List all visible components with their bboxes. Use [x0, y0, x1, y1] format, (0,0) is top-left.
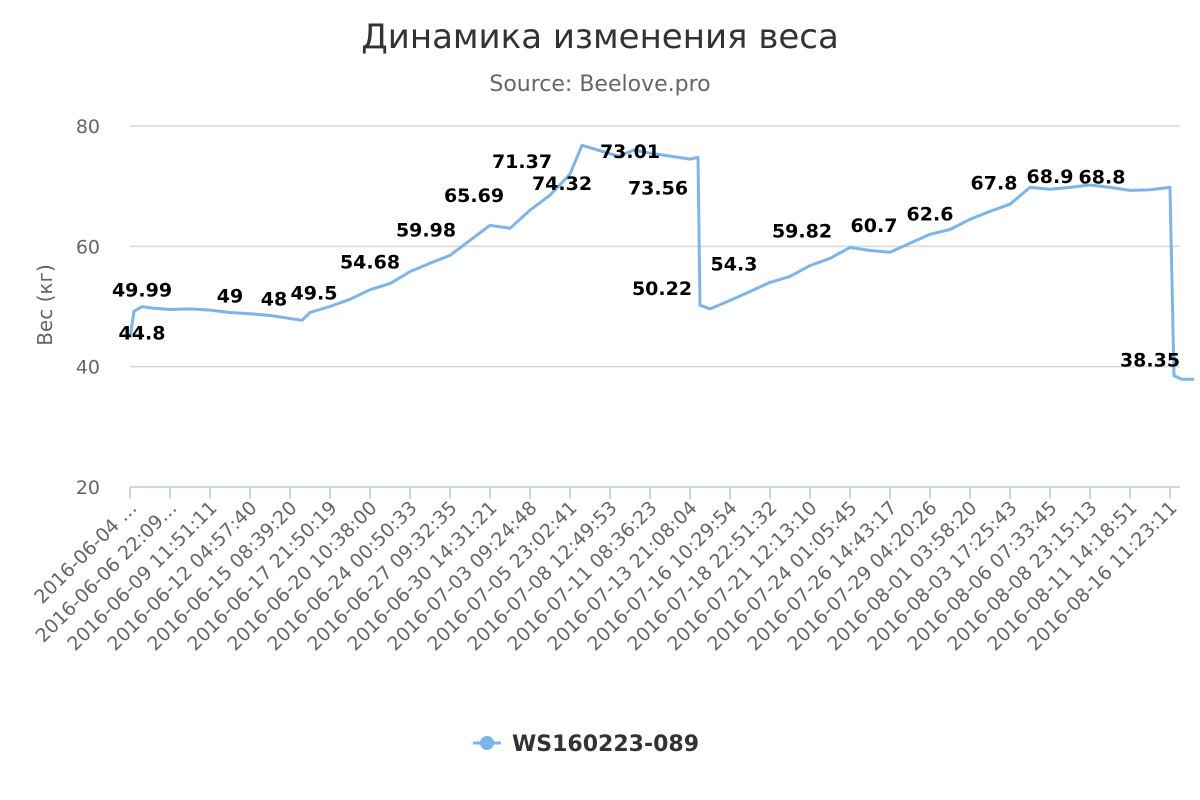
data-label: 50.22 — [632, 278, 692, 300]
data-label: 60.7 — [851, 215, 898, 237]
y-tick-label: 80 — [76, 116, 100, 138]
data-label: 73.01 — [600, 141, 660, 163]
data-label: 74.32 — [532, 173, 592, 195]
y-tick-label: 20 — [76, 477, 100, 499]
data-label: 65.69 — [444, 185, 504, 207]
y-axis-label: Вес (кг) — [33, 264, 57, 346]
data-label: 54.3 — [711, 254, 758, 276]
chart-title: Динамика изменения веса — [361, 17, 839, 57]
data-label: 48 — [261, 289, 287, 311]
data-label: 73.56 — [628, 178, 688, 200]
legend-series-label[interactable]: WS160223-089 — [512, 732, 699, 757]
data-label: 59.82 — [772, 220, 832, 242]
x-axis — [129, 486, 1180, 499]
y-axis-ticks: 20 40 60 80 — [76, 116, 100, 499]
series-line[interactable] — [128, 143, 1194, 381]
y-tick-label: 60 — [76, 236, 100, 258]
data-label: 71.37 — [492, 151, 552, 173]
data-labels: 49.99 44.8 49 48 49.554.68 59.98 65.69 71.3774.… — [112, 141, 1180, 372]
data-label: 44.8 — [119, 323, 166, 345]
data-label: 49 — [217, 286, 243, 308]
data-label: 49.99 — [112, 280, 172, 302]
data-label: 62.6 — [907, 204, 954, 226]
chart-subtitle: Source: Beelove.pro — [489, 72, 710, 97]
y-tick-label: 40 — [76, 357, 100, 379]
data-label: 68.8 — [1079, 166, 1126, 188]
legend-series-marker — [480, 736, 494, 750]
legend[interactable]: WS160223-089 — [473, 732, 699, 757]
data-label: 49.5 — [291, 283, 338, 305]
data-label: 54.68 — [340, 251, 400, 273]
data-label: 67.8 — [971, 172, 1018, 194]
data-label: 38.35 — [1120, 350, 1180, 372]
x-axis-tick-labels: 2016-06-04 …2016-06-06 22:09…2016-06-09 … — [30, 497, 1181, 655]
series-layer — [128, 143, 1194, 381]
data-label: 59.98 — [396, 219, 456, 241]
data-label: 68.9 — [1027, 166, 1074, 188]
grid-lines — [130, 125, 1180, 368]
